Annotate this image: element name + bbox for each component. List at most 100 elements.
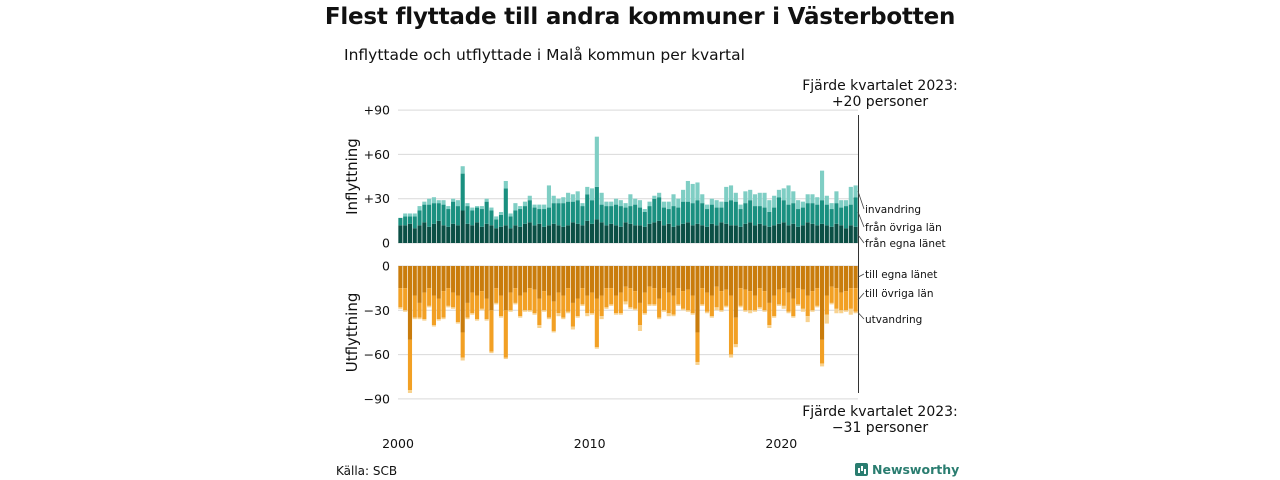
bar-segment [719, 310, 724, 312]
series-labels: från egna länet från övriga län invandring… [857, 191, 946, 326]
bar-segment [594, 136, 599, 187]
bar-segment [633, 308, 638, 311]
bar-segment [719, 266, 724, 292]
bar-segment [829, 203, 834, 210]
bar-segment [796, 288, 801, 305]
bar-segment [590, 266, 595, 293]
bar-segment [781, 200, 786, 223]
bar-segment [714, 307, 719, 311]
bar-segment [441, 204, 446, 226]
bar-segment [661, 288, 666, 311]
bar-segment [752, 194, 758, 207]
bar-segment [484, 298, 489, 320]
bar-segment [829, 266, 834, 287]
bar-segment [551, 266, 556, 302]
bar-segment [776, 304, 781, 306]
bar-segment [709, 198, 714, 205]
bar-segment [594, 298, 599, 348]
bar-segment [431, 223, 436, 243]
bar-segment [810, 194, 815, 204]
x-tick-label: 2020 [765, 436, 797, 451]
bar-segment [407, 390, 413, 393]
bar-segment [685, 310, 690, 312]
bar-segment [508, 213, 513, 217]
bar-segment [752, 310, 758, 312]
bar-segment [436, 298, 441, 320]
bar-segment [527, 200, 532, 223]
bar-segment [781, 222, 786, 243]
bar-segment [446, 305, 451, 308]
brand-name: Newsworthy [872, 462, 960, 477]
bar-segment [681, 201, 686, 224]
bar-segment [757, 307, 762, 309]
bar-segment [503, 180, 508, 189]
series-label: utvandring [865, 314, 922, 326]
bar-segment [657, 192, 662, 198]
bars [398, 136, 858, 393]
bar-segment [580, 288, 585, 305]
bar-segment [685, 266, 690, 290]
bar-segment [834, 266, 839, 289]
bar-segment [652, 195, 657, 199]
bar-segment [484, 266, 489, 299]
bar-segment [407, 213, 413, 217]
bar-segment [776, 197, 781, 224]
bar-segment [834, 203, 839, 224]
bar-segment [839, 207, 844, 226]
bar-segment [796, 209, 801, 227]
bar-segment [479, 266, 484, 292]
bar-segment [590, 188, 595, 201]
bar-segment [604, 307, 609, 309]
bar-segment [446, 206, 451, 210]
bar-segment [800, 225, 805, 243]
bar-segment [599, 222, 604, 243]
bar-segment [398, 217, 403, 226]
bar-segment [642, 266, 647, 293]
bar-segment [436, 266, 441, 299]
bar-segment [848, 266, 853, 289]
bar-segment [637, 200, 643, 208]
bar-segment [829, 226, 834, 243]
bar-segment [518, 266, 523, 296]
bar-segment [637, 302, 643, 326]
bar-segment [733, 225, 738, 243]
bar-segment [714, 225, 719, 243]
bar-segment [575, 223, 580, 243]
bar-segment [556, 292, 561, 314]
bar-segment [513, 288, 518, 303]
bar-segment [446, 226, 451, 243]
bar-segment [733, 266, 738, 318]
bar-segment [719, 207, 724, 223]
bar-segment [427, 226, 432, 243]
bar-segment [796, 200, 801, 210]
bar-segment [709, 266, 714, 296]
bar-segment [839, 225, 844, 243]
bar-segment [508, 292, 513, 311]
bar-segment [695, 266, 700, 333]
bar-segment [762, 291, 767, 311]
bar-segment [728, 200, 734, 226]
series-label: invandring [865, 204, 921, 216]
bar-segment [843, 200, 849, 207]
bar-segment [431, 266, 436, 296]
bar-segment [590, 313, 595, 315]
bar-segment [460, 332, 465, 358]
bar-segment [436, 220, 441, 243]
bar-segment [733, 192, 738, 202]
bar-segment [748, 291, 753, 311]
bar-segment [470, 225, 475, 243]
bar-segment [494, 216, 499, 220]
bar-segment [728, 185, 734, 201]
bar-segment [575, 200, 580, 224]
bar-segment [791, 191, 796, 204]
bar-segment [661, 225, 666, 243]
bar-segment [623, 301, 628, 305]
annotation-bottom-line1: Fjärde kvartalet 2023: [802, 404, 958, 420]
bar-segment [580, 304, 585, 306]
bar-segment [843, 310, 849, 312]
brand-logo[interactable]: Newsworthy [855, 462, 959, 477]
bar-segment [427, 266, 432, 289]
bar-segment [815, 197, 820, 205]
bar-segment [561, 266, 566, 296]
bar-segment [839, 266, 844, 293]
